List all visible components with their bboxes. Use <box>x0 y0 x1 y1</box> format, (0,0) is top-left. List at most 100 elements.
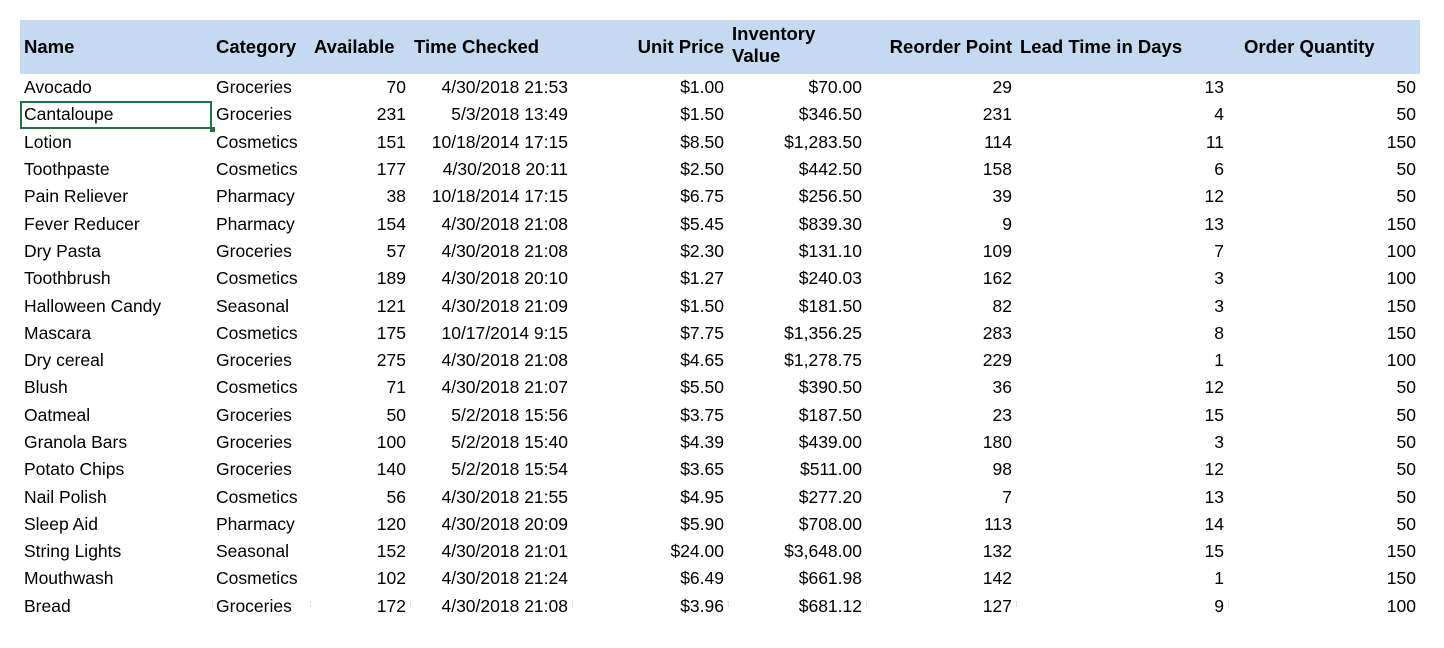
selected-cell[interactable]: Cantaloupe <box>20 101 215 132</box>
cell-order-quantity[interactable]: 100 <box>1386 268 1416 289</box>
cell-name[interactable]: Granola Bars <box>24 432 128 452</box>
cell-available[interactable]: 121 <box>376 295 406 316</box>
cell-lead-time[interactable]: 15 <box>1204 404 1224 425</box>
cell-time-checked[interactable]: 4/30/2018 21:24 <box>441 568 568 589</box>
cell-available[interactable]: 102 <box>376 568 406 589</box>
cell-available[interactable]: 70 <box>386 77 406 98</box>
cell-time-checked[interactable]: 10/18/2014 17:15 <box>431 186 568 207</box>
cell-category[interactable]: Seasonal <box>216 541 289 562</box>
cell-available[interactable]: 275 <box>376 350 406 371</box>
cell-available[interactable]: 38 <box>386 186 406 207</box>
cell-available[interactable]: 56 <box>386 486 406 507</box>
cell-name[interactable]: String Lights <box>24 541 122 562</box>
cell-time-checked[interactable]: 4/30/2018 21:53 <box>441 77 568 98</box>
cell-lead-time[interactable]: 9 <box>1214 595 1224 616</box>
header-order-quantity[interactable]: Order Quantity <box>1244 36 1375 57</box>
cell-name[interactable]: Toothbrush <box>24 268 111 289</box>
cell-unit-price[interactable]: $2.30 <box>680 240 724 261</box>
cell-available[interactable]: 154 <box>376 213 406 234</box>
cell-order-quantity[interactable]: 50 <box>1396 186 1416 207</box>
cell-category[interactable]: Cosmetics <box>216 159 298 180</box>
cell-order-quantity[interactable]: 150 <box>1386 295 1416 316</box>
cell-lead-time[interactable]: 3 <box>1214 432 1224 452</box>
cell-inventory-value[interactable]: $3,648.00 <box>784 541 862 562</box>
cell-category[interactable]: Pharmacy <box>216 213 295 234</box>
cell-category[interactable]: Groceries <box>216 404 292 425</box>
cell-category[interactable]: Seasonal <box>216 295 289 316</box>
cell-available[interactable]: 231 <box>376 104 406 125</box>
cell-time-checked[interactable]: 4/30/2018 21:08 <box>441 213 568 234</box>
cell-lead-time[interactable]: 7 <box>1214 240 1224 261</box>
cell-name[interactable]: Lotion <box>24 131 72 152</box>
header-time-checked[interactable]: Time Checked <box>414 36 540 57</box>
cell-available[interactable]: 151 <box>376 131 406 152</box>
cell-unit-price[interactable]: $4.95 <box>680 486 724 507</box>
header-name[interactable]: Name <box>24 36 75 57</box>
cell-category[interactable]: Groceries <box>216 595 292 616</box>
cell-inventory-value[interactable]: $661.98 <box>798 568 862 589</box>
cell-name[interactable]: Mouthwash <box>24 568 114 589</box>
cell-inventory-value[interactable]: $1,283.50 <box>784 131 862 152</box>
header-category[interactable]: Category <box>216 36 297 57</box>
cell-unit-price[interactable]: $7.75 <box>680 322 724 343</box>
cell-order-quantity[interactable]: 50 <box>1396 459 1416 480</box>
cell-lead-time[interactable]: 3 <box>1214 295 1224 316</box>
cell-reorder-point[interactable]: 82 <box>992 295 1012 316</box>
cell-reorder-point[interactable]: 23 <box>992 404 1012 425</box>
cell-time-checked[interactable]: 10/18/2014 17:15 <box>431 131 568 152</box>
cell-name[interactable]: Oatmeal <box>24 404 91 425</box>
cell-time-checked[interactable]: 4/30/2018 21:09 <box>441 295 568 316</box>
cell-inventory-value[interactable]: $511.00 <box>800 459 862 480</box>
cell-order-quantity[interactable]: 50 <box>1396 104 1416 125</box>
cell-reorder-point[interactable]: 7 <box>1002 486 1012 507</box>
cell-lead-time[interactable]: 1 <box>1214 568 1224 589</box>
cell-lead-time[interactable]: 13 <box>1204 486 1224 507</box>
cell-inventory-value[interactable]: $390.50 <box>798 377 862 398</box>
header-available[interactable]: Available <box>314 36 395 57</box>
cell-category[interactable]: Cosmetics <box>216 486 298 507</box>
cell-inventory-value[interactable]: $442.50 <box>798 159 862 180</box>
cell-lead-time[interactable]: 6 <box>1214 159 1224 180</box>
cell-order-quantity[interactable]: 100 <box>1386 595 1416 616</box>
cell-order-quantity[interactable]: 150 <box>1386 322 1416 343</box>
cell-order-quantity[interactable]: 100 <box>1386 240 1416 261</box>
cell-name[interactable]: Potato Chips <box>24 459 125 480</box>
cell-inventory-value[interactable]: $1,356.25 <box>784 322 862 343</box>
cell-inventory-value[interactable]: $187.50 <box>798 404 862 425</box>
cell-time-checked[interactable]: 4/30/2018 20:10 <box>441 268 568 289</box>
cell-inventory-value[interactable]: $70.00 <box>808 77 862 98</box>
cell-reorder-point[interactable]: 132 <box>982 541 1012 562</box>
cell-category[interactable]: Groceries <box>216 77 292 98</box>
cell-reorder-point[interactable]: 29 <box>992 77 1012 98</box>
cell-reorder-point[interactable]: 283 <box>982 322 1012 343</box>
cell-category[interactable]: Groceries <box>216 432 292 452</box>
cell-time-checked[interactable]: 5/2/2018 15:54 <box>451 459 568 480</box>
cell-name[interactable]: Dry cereal <box>24 350 104 371</box>
cell-order-quantity[interactable]: 50 <box>1396 159 1416 180</box>
cell-name[interactable]: Nail Polish <box>24 486 107 507</box>
cell-reorder-point[interactable]: 39 <box>992 186 1012 207</box>
cell-name[interactable]: Mascara <box>24 322 92 343</box>
cell-reorder-point[interactable]: 9 <box>1002 213 1012 234</box>
cell-inventory-value[interactable]: $681.12 <box>798 595 862 616</box>
cell-inventory-value[interactable]: $277.20 <box>798 486 862 507</box>
cell-category[interactable]: Pharmacy <box>216 186 295 207</box>
cell-time-checked[interactable]: 10/17/2014 9:15 <box>441 322 568 343</box>
cell-lead-time[interactable]: 3 <box>1214 268 1224 289</box>
cell-lead-time[interactable]: 1 <box>1214 350 1224 371</box>
cell-available[interactable]: 100 <box>376 432 406 452</box>
cell-unit-price[interactable]: $24.00 <box>670 541 724 562</box>
cell-name[interactable]: Fever Reducer <box>24 213 140 234</box>
cell-unit-price[interactable]: $3.75 <box>680 404 724 425</box>
cell-inventory-value[interactable]: $256.50 <box>798 186 862 207</box>
cell-inventory-value[interactable]: $181.50 <box>798 295 862 316</box>
cell-unit-price[interactable]: $3.65 <box>680 459 724 480</box>
cell-available[interactable]: 57 <box>386 240 406 261</box>
cell-lead-time[interactable]: 4 <box>1214 104 1224 125</box>
cell-lead-time[interactable]: 12 <box>1204 186 1224 207</box>
cell-name[interactable]: Halloween Candy <box>24 295 162 316</box>
cell-name[interactable]: Blush <box>24 377 68 398</box>
cell-unit-price[interactable]: $4.65 <box>680 350 724 371</box>
cell-unit-price[interactable]: $5.45 <box>680 213 724 234</box>
cell-order-quantity[interactable]: 50 <box>1396 404 1416 425</box>
